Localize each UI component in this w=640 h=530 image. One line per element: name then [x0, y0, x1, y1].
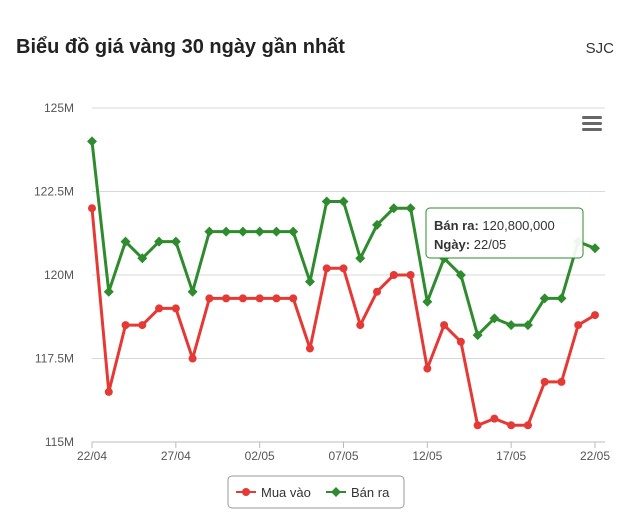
- tooltip-series-label: Bán ra: [434, 218, 475, 233]
- data-point-mua-vao[interactable]: [104, 387, 113, 396]
- data-point-mua-vao[interactable]: [339, 264, 348, 273]
- data-point-mua-vao[interactable]: [205, 294, 214, 303]
- data-point-ban-ra[interactable]: [321, 196, 332, 207]
- data-point-ban-ra[interactable]: [254, 226, 265, 237]
- legend: Mua vào Bán ra: [227, 475, 405, 509]
- data-point-ban-ra[interactable]: [472, 330, 483, 341]
- grid-lines: [92, 107, 605, 443]
- data-point-mua-vao[interactable]: [557, 377, 566, 386]
- data-point-ban-ra[interactable]: [288, 226, 299, 237]
- data-point-mua-vao[interactable]: [255, 294, 264, 303]
- data-point-ban-ra[interactable]: [506, 320, 517, 331]
- tooltip-date-label: Ngày: [434, 237, 467, 252]
- data-point-mua-vao[interactable]: [406, 271, 415, 279]
- data-point-ban-ra[interactable]: [372, 219, 383, 230]
- data-point-ban-ra[interactable]: [405, 203, 416, 214]
- y-tick-label: 125M: [44, 101, 74, 115]
- data-point-mua-vao[interactable]: [423, 364, 432, 373]
- data-point-ban-ra[interactable]: [87, 136, 97, 147]
- data-point-mua-vao[interactable]: [389, 271, 398, 279]
- data-point-ban-ra[interactable]: [539, 293, 550, 304]
- series-mua-vao: [88, 204, 599, 430]
- y-tick-label: 120M: [44, 268, 74, 282]
- x-tick-label: 02/05: [245, 449, 275, 463]
- data-point-ban-ra[interactable]: [489, 313, 500, 324]
- legend-label-ban-ra: Bán ra: [351, 485, 390, 500]
- svg-text:Ngày: 22/05: Ngày: 22/05: [434, 237, 506, 252]
- source-label: SJC: [585, 40, 614, 57]
- data-point-ban-ra[interactable]: [221, 226, 232, 237]
- y-tick-label: 122.5M: [34, 185, 74, 199]
- y-tick-label: 115M: [45, 435, 74, 449]
- data-point-mua-vao[interactable]: [305, 344, 314, 353]
- data-point-ban-ra[interactable]: [204, 226, 215, 237]
- data-point-mua-vao[interactable]: [490, 414, 499, 423]
- legend-item-ban-ra[interactable]: Bán ra: [326, 485, 390, 500]
- data-point-ban-ra[interactable]: [455, 270, 466, 280]
- x-tick-label: 22/04: [77, 449, 107, 463]
- data-point-ban-ra[interactable]: [338, 196, 349, 207]
- data-point-mua-vao[interactable]: [356, 321, 365, 330]
- data-point-mua-vao[interactable]: [591, 311, 599, 320]
- data-point-ban-ra[interactable]: [388, 203, 399, 214]
- chart-title: Biểu đồ giá vàng 30 ngày gần nhất: [16, 36, 345, 58]
- data-point-mua-vao[interactable]: [121, 321, 130, 330]
- data-point-mua-vao[interactable]: [138, 321, 147, 330]
- data-point-mua-vao[interactable]: [373, 287, 382, 296]
- data-point-mua-vao[interactable]: [289, 294, 298, 303]
- data-point-mua-vao[interactable]: [171, 304, 180, 313]
- data-point-ban-ra[interactable]: [422, 296, 433, 307]
- data-point-mua-vao[interactable]: [540, 377, 549, 386]
- data-point-ban-ra[interactable]: [271, 226, 282, 237]
- data-point-mua-vao[interactable]: [440, 321, 449, 330]
- tooltip: Bán ra: 120,800,000 Ngày: 22/05: [425, 207, 584, 259]
- data-point-ban-ra[interactable]: [556, 293, 567, 304]
- x-tick-label: 22/05: [580, 449, 610, 463]
- data-point-mua-vao[interactable]: [322, 264, 331, 273]
- y-axis-labels: 125M 122.5M 120M 117.5M 115M: [34, 101, 74, 449]
- x-tick-label: 27/04: [161, 449, 191, 463]
- data-point-ban-ra[interactable]: [237, 226, 248, 237]
- x-tick-label: 07/05: [328, 449, 358, 463]
- data-point-mua-vao[interactable]: [188, 354, 197, 363]
- series-ban-ra: [87, 136, 600, 341]
- data-point-ban-ra[interactable]: [590, 243, 600, 254]
- data-point-ban-ra[interactable]: [187, 286, 198, 297]
- data-point-mua-vao[interactable]: [88, 204, 96, 213]
- data-point-ban-ra[interactable]: [304, 276, 315, 287]
- tooltip-date-value: 22/05: [474, 237, 507, 252]
- data-point-mua-vao[interactable]: [272, 294, 281, 303]
- x-tick-label: 17/05: [496, 449, 526, 463]
- hamburger-menu-icon[interactable]: [582, 116, 602, 131]
- data-point-ban-ra[interactable]: [170, 236, 181, 247]
- data-point-ban-ra[interactable]: [103, 286, 114, 297]
- legend-label-mua-vao: Mua vào: [261, 485, 311, 500]
- legend-item-mua-vao[interactable]: Mua vào: [236, 485, 311, 500]
- y-tick-label: 117.5M: [35, 352, 74, 366]
- data-point-ban-ra[interactable]: [522, 320, 533, 331]
- x-axis-labels: 22/04 27/04 02/05 07/05 12/05 17/05 22/05: [77, 442, 610, 463]
- data-point-mua-vao[interactable]: [456, 337, 465, 346]
- data-point-mua-vao[interactable]: [574, 321, 583, 330]
- data-point-mua-vao[interactable]: [523, 421, 532, 430]
- data-point-ban-ra[interactable]: [355, 253, 366, 264]
- data-point-mua-vao[interactable]: [222, 294, 231, 303]
- svg-text:Bán ra: 120,800,000: Bán ra: 120,800,000: [434, 218, 555, 233]
- data-point-ban-ra[interactable]: [154, 236, 165, 247]
- data-point-ban-ra[interactable]: [137, 253, 148, 264]
- x-tick-label: 12/05: [412, 449, 442, 463]
- data-point-mua-vao[interactable]: [473, 421, 482, 430]
- data-point-mua-vao[interactable]: [155, 304, 164, 313]
- data-point-mua-vao[interactable]: [507, 421, 516, 430]
- data-point-ban-ra[interactable]: [120, 236, 131, 247]
- series-layer: [87, 136, 600, 430]
- data-point-mua-vao[interactable]: [238, 294, 247, 303]
- tooltip-value: 120,800,000: [482, 218, 554, 233]
